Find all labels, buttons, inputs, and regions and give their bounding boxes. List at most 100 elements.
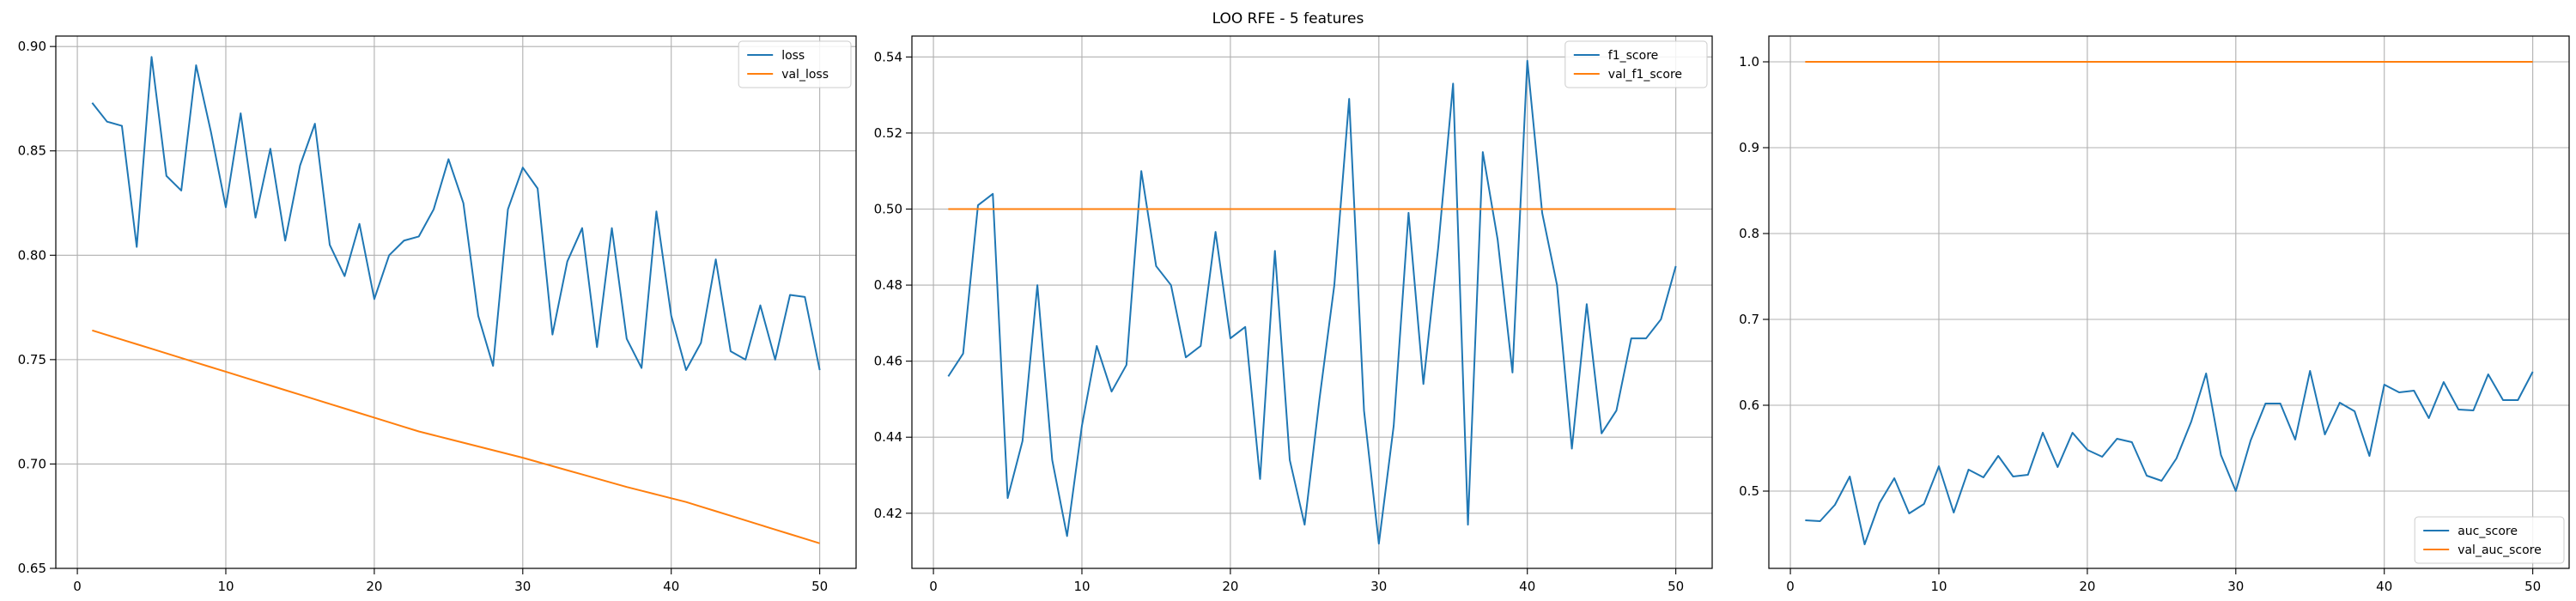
- data-point: [655, 210, 657, 212]
- x-tick-label: 30: [1370, 579, 1387, 594]
- data-point: [121, 339, 123, 341]
- data-point: [388, 422, 390, 423]
- series-val_loss: [92, 329, 820, 544]
- data-point: [759, 305, 761, 307]
- series-val_auc_score: [1805, 61, 2533, 63]
- data-point: [2057, 466, 2058, 468]
- data-point: [2428, 417, 2430, 419]
- data-point: [2012, 61, 2014, 63]
- y-tick-label: 0.54: [874, 49, 902, 64]
- series-line-loss: [91, 56, 821, 372]
- y-tick-label: 0.7: [1739, 312, 1759, 327]
- series-f1_score: [947, 59, 1677, 545]
- data-point: [775, 359, 776, 361]
- data-point: [2131, 61, 2133, 63]
- data-point: [1467, 209, 1469, 210]
- data-point: [136, 343, 137, 345]
- data-point: [947, 375, 949, 377]
- data-point: [2012, 476, 2014, 477]
- data-point: [2458, 61, 2459, 63]
- data-point: [2250, 440, 2251, 441]
- data-point: [1289, 459, 1291, 461]
- data-point: [151, 56, 153, 58]
- data-point: [195, 64, 197, 66]
- data-point: [759, 524, 761, 525]
- data-point: [789, 533, 791, 535]
- legend: f1_score val_f1_score: [1564, 40, 1708, 88]
- data-point: [2160, 61, 2162, 63]
- data-point: [2264, 403, 2266, 404]
- series-line-f1_score: [947, 59, 1677, 545]
- data-point: [180, 190, 182, 191]
- data-point: [1879, 61, 1880, 63]
- data-point: [1467, 524, 1469, 525]
- data-point: [1155, 209, 1157, 210]
- data-point: [195, 361, 197, 363]
- data-point: [2517, 61, 2518, 63]
- data-point: [2072, 61, 2074, 63]
- data-point: [1170, 284, 1172, 286]
- data-point: [685, 369, 687, 371]
- data-point: [403, 240, 404, 241]
- data-point: [2146, 475, 2148, 477]
- data-point: [2294, 61, 2296, 63]
- data-point: [374, 416, 375, 418]
- data-point: [775, 529, 776, 531]
- data-point: [2532, 371, 2534, 373]
- data-point: [1923, 503, 1925, 505]
- data-point: [1615, 209, 1617, 210]
- data-point: [2190, 61, 2192, 63]
- data-point: [804, 296, 805, 298]
- data-point: [2072, 432, 2074, 434]
- data-point: [240, 112, 241, 114]
- data-point: [2324, 61, 2326, 63]
- data-point: [1022, 209, 1024, 210]
- data-point: [1908, 513, 1910, 514]
- data-point: [1953, 61, 1954, 63]
- data-point: [270, 148, 271, 149]
- data-point: [1660, 209, 1662, 210]
- data-point: [433, 209, 434, 210]
- series-line-auc_score: [1805, 370, 2534, 545]
- data-point: [1893, 477, 1895, 479]
- data-point: [2339, 61, 2341, 63]
- data-point: [2428, 61, 2430, 63]
- y-tick-label: 0.80: [18, 247, 46, 263]
- data-point: [91, 102, 93, 104]
- data-point: [1140, 170, 1142, 172]
- data-point: [685, 501, 687, 503]
- x-tick-label: 20: [2079, 579, 2095, 594]
- data-point: [2280, 61, 2281, 63]
- data-point: [2368, 61, 2370, 63]
- data-point: [2264, 61, 2266, 63]
- data-point: [1541, 209, 1543, 210]
- y-tick-label: 0.9: [1739, 140, 1759, 155]
- x-tick-label: 30: [514, 579, 531, 594]
- data-point: [2221, 61, 2222, 63]
- data-point: [700, 506, 702, 507]
- data-point: [1007, 497, 1009, 499]
- data-point: [1511, 209, 1513, 210]
- data-point: [255, 217, 257, 219]
- x-tick-label: 0: [1786, 579, 1795, 594]
- data-point: [992, 193, 993, 195]
- data-point: [1378, 543, 1380, 544]
- data-point: [1051, 209, 1053, 210]
- data-point: [567, 470, 568, 471]
- data-point: [1111, 391, 1113, 392]
- data-point: [2042, 432, 2044, 434]
- data-point: [1437, 246, 1439, 248]
- y-tick-label: 0.6: [1739, 398, 1759, 413]
- data-point: [1804, 519, 1806, 521]
- data-point: [1968, 61, 1970, 63]
- data-point: [1820, 61, 1821, 63]
- data-point: [626, 486, 628, 488]
- data-point: [1022, 440, 1024, 442]
- data-point: [299, 394, 301, 396]
- data-point: [418, 235, 420, 237]
- x-tick-label: 0: [929, 579, 938, 594]
- data-point: [284, 240, 286, 241]
- data-point: [1259, 478, 1261, 480]
- data-point: [1586, 209, 1588, 210]
